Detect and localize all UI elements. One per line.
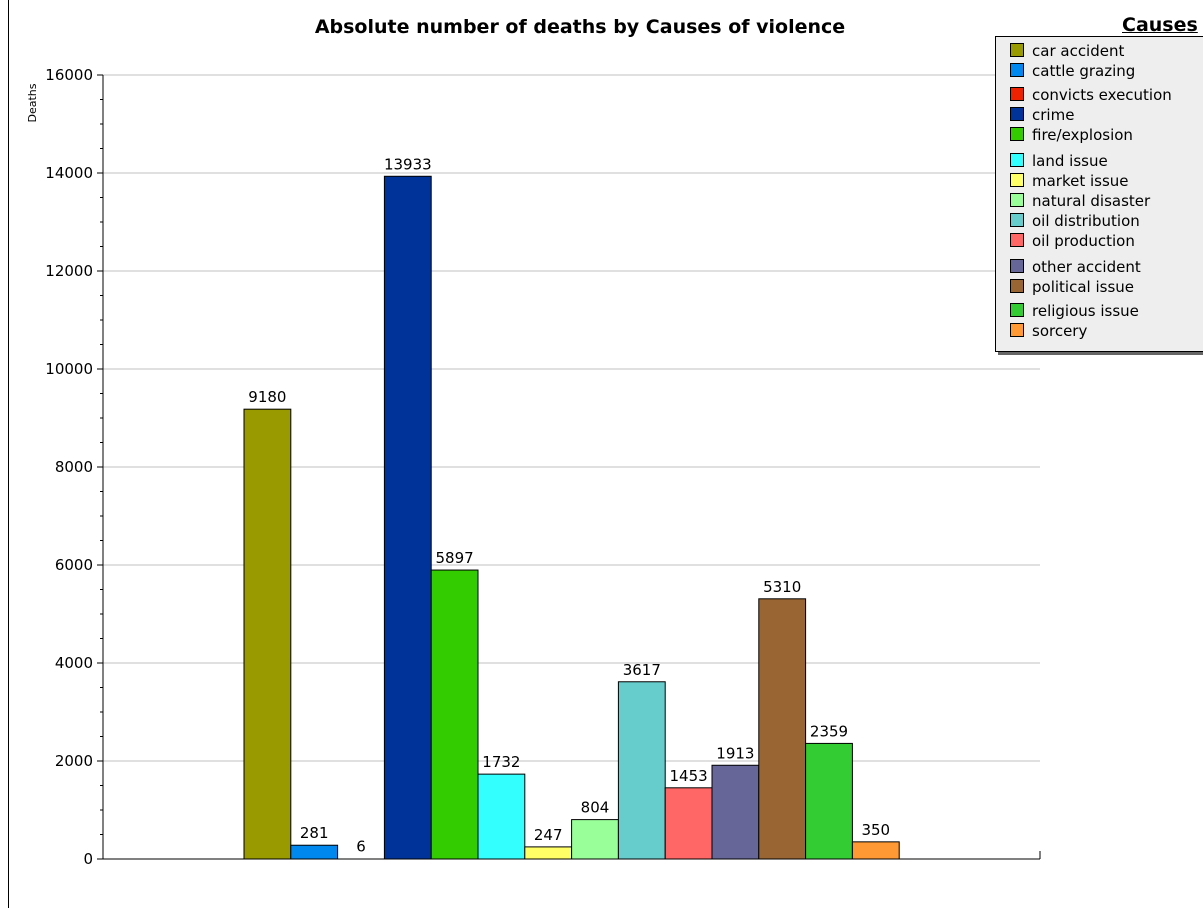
legend-swatch: [1010, 127, 1024, 141]
y-tick-label: 14000: [45, 164, 93, 182]
bar-sorcery: [851, 841, 900, 860]
legend-item-cattle-grazing: cattle grazing: [1010, 63, 1135, 79]
legend-label: oil production: [1032, 232, 1135, 250]
legend-swatch: [1010, 193, 1024, 207]
bar-oil-production: [664, 787, 713, 860]
y-tick-label: 2000: [55, 752, 93, 770]
legend: car accident cattle grazing convicts execu…: [995, 36, 1203, 352]
y-tick-label: 4000: [55, 654, 93, 672]
data-label-other-accident: 1913: [716, 744, 754, 762]
y-axis-label: Deaths: [26, 83, 39, 122]
data-label-crime: 13933: [384, 155, 432, 173]
data-label-sorcery: 350: [861, 821, 890, 839]
bar-fire-explosion: [430, 569, 479, 860]
bar-land-issue: [477, 773, 526, 860]
y-tick-label: 16000: [45, 66, 93, 84]
legend-swatch: [1010, 279, 1024, 293]
legend-item-sorcery: sorcery: [1010, 323, 1087, 339]
data-label-political-issue: 5310: [763, 578, 801, 596]
legend-label: crime: [1032, 106, 1075, 124]
legend-label: political issue: [1032, 278, 1134, 296]
legend-item-land-issue: land issue: [1010, 153, 1108, 169]
bar-religious-issue: [805, 742, 853, 860]
legend-label: oil distribution: [1032, 212, 1140, 230]
chart-title: Absolute number of deaths by Causes of v…: [314, 16, 846, 38]
data-label-car-accident: 9180: [248, 388, 286, 406]
legend-item-oil-production: oil production: [1010, 233, 1135, 249]
legend-label: car accident: [1032, 42, 1125, 60]
legend-label: market issue: [1032, 172, 1129, 190]
legend-item-religious-issue: religious issue: [1010, 303, 1139, 319]
y-tick-label: 10000: [45, 360, 93, 378]
y-tick-label: 6000: [55, 556, 93, 574]
legend-label: natural disaster: [1032, 192, 1151, 210]
bar-car-accident: [243, 408, 292, 860]
legend-swatch: [1010, 259, 1024, 273]
data-label-fire-explosion: 5897: [436, 549, 474, 567]
data-label-oil-distribution: 3617: [623, 661, 661, 679]
legend-label: other accident: [1032, 258, 1141, 276]
legend-swatch: [1010, 43, 1024, 57]
legend-swatch: [1010, 63, 1024, 77]
data-label-cattle-grazing: 281: [300, 824, 329, 842]
data-label-religious-issue: 2359: [810, 722, 848, 740]
data-label-land-issue: 1732: [482, 753, 520, 771]
legend-item-natural-disaster: natural disaster: [1010, 193, 1150, 209]
legend-swatch: [1010, 233, 1024, 247]
bar-oil-distribution: [617, 681, 666, 860]
legend-swatch: [1010, 107, 1024, 121]
legend-swatch: [1010, 153, 1024, 167]
legend-swatch: [1010, 303, 1024, 317]
bar-cattle-grazing: [290, 844, 339, 860]
data-label-convicts-execution: 6: [356, 838, 366, 856]
bar-other-accident: [711, 764, 760, 860]
legend-label: cattle grazing: [1032, 62, 1136, 80]
bar-natural-disaster: [571, 819, 619, 860]
legend-item-car-accident: car accident: [1010, 43, 1124, 59]
legend-swatch: [1010, 213, 1024, 227]
legend-item-convicts-execution: convicts execution: [1010, 87, 1172, 103]
y-tick-label: 0: [83, 850, 93, 868]
legend-item-oil-distribution: oil distribution: [1010, 213, 1140, 229]
bar-crime: [383, 175, 432, 860]
legend-item-other-accident: other accident: [1010, 259, 1141, 275]
bar-political-issue: [758, 598, 807, 860]
legend-label: convicts execution: [1032, 86, 1172, 104]
legend-swatch: [1010, 173, 1024, 187]
legend-item-market-issue: market issue: [1010, 173, 1129, 189]
data-label-natural-disaster: 804: [581, 799, 610, 817]
legend-label: fire/explosion: [1032, 126, 1133, 144]
legend-item-fire-explosion: fire/explosion: [1010, 127, 1133, 143]
frame-border: [8, 0, 9, 908]
y-tick-label: 8000: [55, 458, 93, 476]
legend-item-crime: crime: [1010, 107, 1074, 123]
legend-label: land issue: [1032, 152, 1108, 170]
legend-swatch: [1010, 87, 1024, 101]
legend-swatch: [1010, 323, 1024, 337]
legend-item-political-issue: political issue: [1010, 279, 1134, 295]
data-label-market-issue: 247: [534, 826, 563, 844]
legend-title: Causes: [1122, 14, 1198, 36]
legend-label: religious issue: [1032, 302, 1139, 320]
y-tick-label: 12000: [45, 262, 93, 280]
data-label-oil-production: 1453: [670, 767, 708, 785]
legend-label: sorcery: [1032, 322, 1088, 340]
bar-market-issue: [524, 846, 573, 860]
